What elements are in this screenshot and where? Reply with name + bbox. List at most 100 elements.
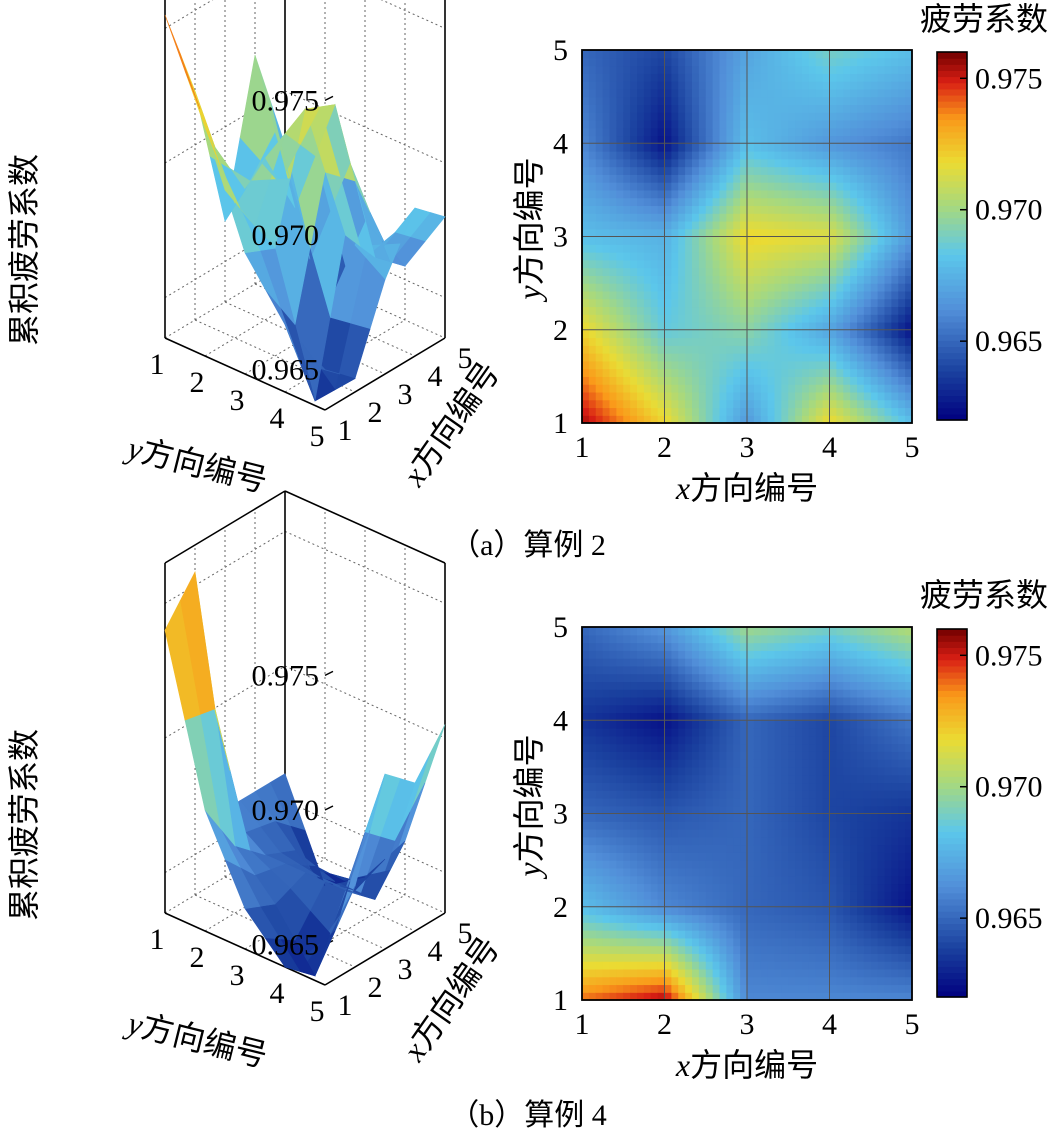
heatmap-cell xyxy=(733,73,741,82)
heatmap-cell xyxy=(767,805,776,815)
heatmap-cell xyxy=(705,937,714,947)
heatmap-cell xyxy=(857,681,865,690)
heatmap-cell xyxy=(630,353,638,362)
heatmap-cell xyxy=(815,384,824,393)
heatmap-cell xyxy=(822,898,831,908)
heatmap-cell xyxy=(664,119,672,129)
heatmap-cell xyxy=(698,228,707,238)
heatmap-cell xyxy=(678,283,686,292)
heatmap-cell xyxy=(905,65,913,74)
heatmap-cell xyxy=(602,314,611,323)
heatmap-cell xyxy=(582,104,590,113)
heatmap-cell xyxy=(774,143,782,152)
heatmap-cell xyxy=(747,774,755,784)
heatmap-cell xyxy=(891,751,899,760)
heatmap-cell xyxy=(671,751,679,760)
heatmap-cell xyxy=(753,681,762,690)
heatmap-cell xyxy=(650,634,659,644)
heatmap-cell xyxy=(760,306,769,315)
heatmap-cell xyxy=(712,407,721,416)
heatmap-cell xyxy=(678,197,686,207)
heatmap-cell xyxy=(733,743,741,752)
heatmap-cell xyxy=(850,712,858,721)
heatmap-cell xyxy=(760,399,769,409)
heatmap-cell xyxy=(740,704,748,714)
heatmap-cell xyxy=(898,50,906,59)
colorbar-segment xyxy=(937,144,967,151)
heatmap-cell xyxy=(850,345,858,354)
heatmap-cell xyxy=(685,81,693,90)
heatmap-cell xyxy=(616,774,624,784)
heatmap-cell xyxy=(664,112,672,121)
heatmap-cell xyxy=(705,875,714,885)
heatmap-cell xyxy=(753,891,762,900)
heatmap-cell xyxy=(712,743,721,752)
heatmap-cell xyxy=(623,984,631,993)
heatmap-cell xyxy=(774,797,782,807)
heatmap-cell xyxy=(843,875,851,885)
heatmap-cell xyxy=(753,228,762,238)
heatmap-cell xyxy=(650,844,659,853)
heatmap-cell xyxy=(671,930,679,939)
heatmap-cell xyxy=(623,922,631,931)
heatmap-cell xyxy=(657,50,666,59)
heatmap-cell xyxy=(781,790,789,799)
heatmap-cell xyxy=(623,658,631,667)
heatmap-cell xyxy=(637,673,645,682)
heatmap-cell xyxy=(863,774,872,784)
heatmap-cell xyxy=(643,681,652,690)
heatmap-cell xyxy=(602,283,611,292)
heatmap-cell xyxy=(788,681,796,690)
heatmap-cell xyxy=(637,883,645,892)
heatmap-cell xyxy=(595,236,604,245)
heatmap-cell xyxy=(781,720,789,729)
heatmap-cell xyxy=(582,314,590,323)
heatmap-cell xyxy=(843,642,851,651)
heatmap-cell xyxy=(740,81,748,90)
heatmap-cell xyxy=(760,891,769,900)
heatmap-cell xyxy=(788,704,796,714)
heatmap-cell xyxy=(705,151,714,160)
heatmap-cell xyxy=(630,914,638,923)
heatmap-cell xyxy=(774,867,782,877)
heatmap-cell xyxy=(705,50,714,59)
heatmap-cell xyxy=(630,368,638,377)
heatmap-cell xyxy=(843,88,851,98)
heatmap-cell xyxy=(623,360,631,370)
heatmap-cell xyxy=(843,321,851,331)
heatmap-cell xyxy=(637,790,645,799)
heatmap-cell xyxy=(760,360,769,370)
heatmap-cell xyxy=(623,953,631,962)
heatmap-cell xyxy=(726,151,734,160)
heatmap-cell xyxy=(760,236,769,245)
heatmap-cell xyxy=(802,213,810,222)
heatmap-cell xyxy=(616,337,624,346)
heatmap-cell xyxy=(657,875,666,885)
heatmap-cell xyxy=(877,821,886,830)
heatmap-cell xyxy=(870,252,879,261)
heatmap-cell xyxy=(850,805,858,815)
heatmap-cell xyxy=(753,782,762,791)
heatmap-cell xyxy=(664,127,672,137)
heatmap-cell xyxy=(857,267,865,276)
heatmap-cell xyxy=(891,267,899,276)
heatmap-cell xyxy=(863,283,872,292)
heatmap-cell xyxy=(740,712,748,721)
heatmap-cell xyxy=(643,220,652,230)
heatmap-cell xyxy=(891,914,899,923)
heatmap-cell xyxy=(843,790,851,799)
heatmap-cell xyxy=(733,728,741,737)
heatmap-cell xyxy=(671,875,679,885)
heatmap-cell xyxy=(726,158,734,168)
heatmap-cell xyxy=(767,821,776,830)
heatmap-cell xyxy=(760,415,769,424)
heatmap-cell xyxy=(781,158,789,168)
heatmap-cell xyxy=(609,151,617,160)
heatmap-cell xyxy=(582,306,590,315)
heatmap-cell xyxy=(808,283,817,292)
heatmap-cell xyxy=(802,860,810,869)
heatmap-cell xyxy=(802,88,810,98)
heatmap-cell xyxy=(623,751,631,760)
heatmap-cell xyxy=(657,891,666,900)
heatmap-cell xyxy=(664,337,672,346)
